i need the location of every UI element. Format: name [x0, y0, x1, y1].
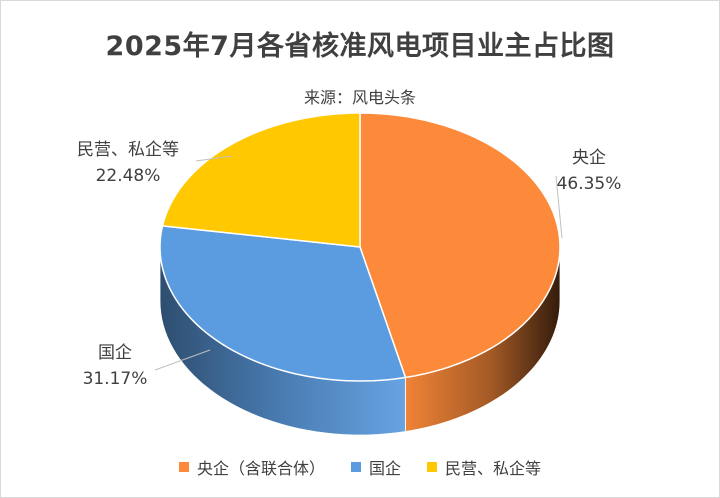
chart-title: 2025年7月各省核准风电项目业主占比图	[105, 31, 615, 62]
legend-label-local-soe: 国企	[368, 459, 401, 478]
pie-slice-local-soe	[159, 225, 407, 382]
chart-subtitle: 来源：风电头条	[303, 88, 416, 107]
data-label-name-central-soe: 央企	[572, 148, 606, 168]
leader-line-private	[195, 155, 233, 162]
legend-item-central-soe: 央企（含联合体）	[178, 455, 325, 479]
legend-label-central-soe: 央企（含联合体）	[196, 459, 325, 478]
legend-swatch-local-soe	[350, 462, 361, 472]
data-label-name-local-soe: 国企	[98, 343, 132, 363]
legend-swatch-private	[427, 462, 437, 472]
chart-legend: 央企（含联合体） 国企 民营、私企等	[0, 455, 720, 479]
leader-line-central-soe	[555, 175, 563, 239]
data-label-value-central-soe: 46.35%	[557, 174, 622, 194]
data-label-value-private: 22.48%	[96, 166, 161, 186]
legend-swatch-central-soe	[178, 462, 189, 472]
pie-slice-private	[161, 112, 361, 248]
legend-label-private: 民营、私企等	[445, 459, 542, 478]
legend-item-private: 民营、私企等	[427, 455, 541, 479]
data-label-value-local-soe: 31.17%	[83, 369, 148, 389]
data-label-name-private: 民营、私企等	[77, 140, 179, 160]
leader-line-local-soe	[154, 349, 211, 371]
pie-slice-central-soe	[359, 112, 561, 379]
legend-item-local-soe: 国企	[350, 455, 401, 479]
